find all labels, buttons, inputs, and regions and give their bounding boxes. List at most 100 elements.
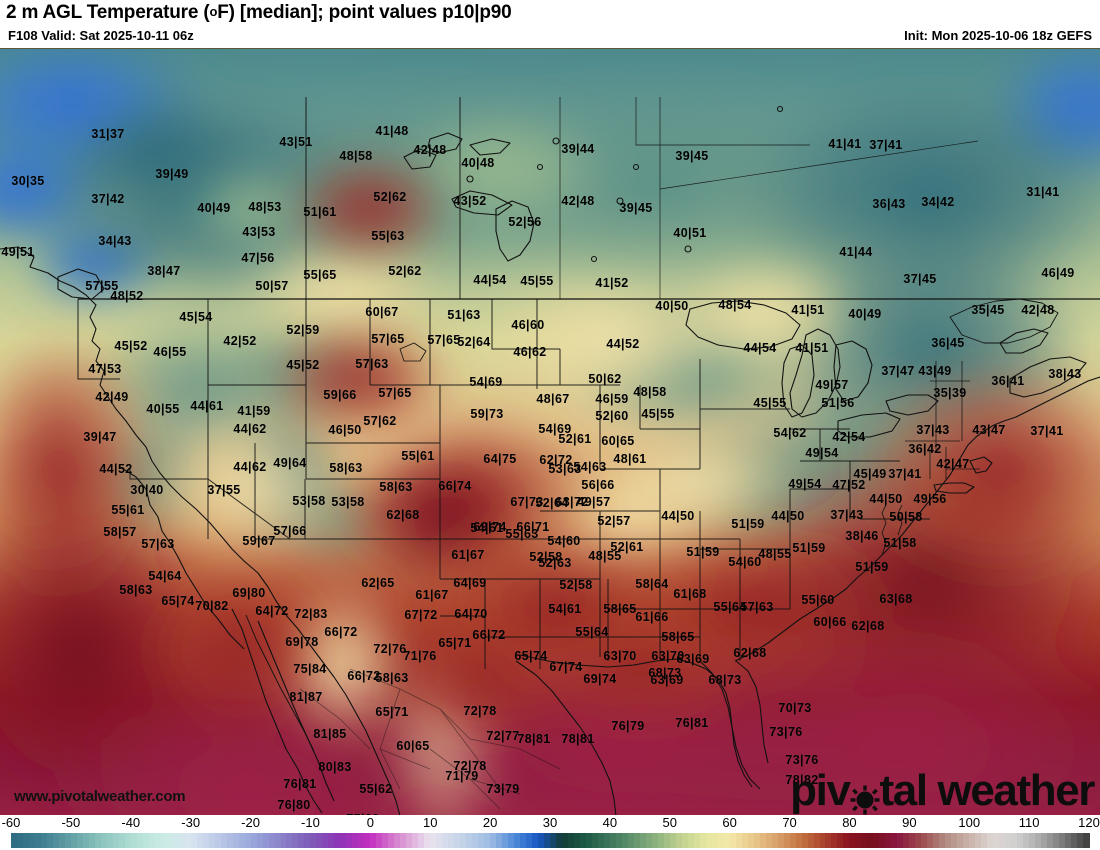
- title-main-text: 2 m AGL Temperature (: [6, 2, 210, 23]
- colorbar-cell: [214, 833, 222, 848]
- pivotal-weather-logo: piv tal weather: [790, 766, 1096, 815]
- colorbar-cell: [1053, 833, 1060, 848]
- colorbar-cell: [729, 833, 737, 848]
- colorbar-cell: [28, 833, 36, 848]
- colorbar-tick: 10: [422, 815, 438, 830]
- colorbar-tick: -30: [181, 815, 201, 830]
- colorbar-cell: [699, 833, 707, 848]
- sun-gear-icon: [850, 779, 880, 815]
- colorbar-cell: [352, 833, 359, 848]
- colorbar-cell: [358, 833, 365, 848]
- colorbar-cell: [771, 833, 779, 848]
- colorbar-cell: [328, 833, 335, 848]
- colorbar-cell: [406, 833, 413, 848]
- colorbar-cell: [262, 833, 270, 848]
- colorbar-cell: [855, 833, 862, 848]
- colorbar-cell: [663, 833, 671, 848]
- colorbar-cell: [957, 833, 964, 848]
- colorbar-cell: [555, 833, 563, 848]
- colorbar-cell: [585, 833, 593, 848]
- colorbar-cell: [909, 833, 916, 848]
- colorbar-cell: [400, 833, 407, 848]
- colorbar-cell: [376, 833, 383, 848]
- colorbar-cell: [669, 833, 677, 848]
- colorbar-cell: [807, 833, 815, 848]
- colorbar-cell: [825, 833, 833, 848]
- colorbar-cell: [831, 833, 839, 848]
- colorbar-cell: [118, 833, 126, 848]
- colorbar-cell: [100, 833, 108, 848]
- colorbar-tick: -20: [241, 815, 260, 830]
- header-bar: 2 m AGL Temperature (oF) [median]; point…: [0, 0, 1100, 48]
- colorbar-cell: [927, 833, 934, 848]
- colorbar[interactable]: -60 -50 -40 -30 -20 -10 0 10 20 30 40 50 60 70 80 90 100…: [0, 815, 1100, 850]
- colorbar-tick: -40: [121, 815, 141, 830]
- logo-text-post: tal weather: [879, 766, 1096, 815]
- colorbar-cell: [388, 833, 395, 848]
- colorbar-cell: [172, 833, 180, 848]
- colorbar-cell: [567, 833, 575, 848]
- colorbar-cell: [76, 833, 84, 848]
- colorbar-cell: [723, 833, 731, 848]
- colorbar-cell: [561, 833, 569, 848]
- colorbar-cell: [933, 833, 940, 848]
- colorbar-cell: [951, 833, 958, 848]
- colorbar-cell: [412, 833, 419, 848]
- colorbar-cell: [202, 833, 210, 848]
- colorbar-cell: [58, 833, 66, 848]
- colorbar-cell: [334, 833, 341, 848]
- colorbar-cell: [286, 833, 294, 848]
- colorbar-cell: [849, 833, 857, 848]
- colorbar-cell: [88, 833, 96, 848]
- colorbar-cell: [1077, 833, 1084, 848]
- colorbar-cell: [879, 833, 886, 848]
- colorbar-cell: [346, 833, 353, 848]
- colorbar-cell: [939, 833, 946, 848]
- colorbar-tick: 70: [782, 815, 797, 830]
- colorbar-cell: [292, 833, 300, 848]
- colorbar-cell: [1035, 833, 1042, 848]
- colorbar-cell: [142, 833, 150, 848]
- colorbar-cell: [987, 833, 994, 848]
- colorbar-cell: [436, 833, 443, 848]
- colorbar-cell: [789, 833, 797, 848]
- colorbar-cell: [591, 833, 599, 848]
- colorbar-cell: [579, 833, 587, 848]
- colorbar-cell: [1029, 833, 1036, 848]
- colorbar-cell: [454, 833, 461, 848]
- colorbar-cell: [657, 833, 665, 848]
- colorbar-cell: [999, 833, 1006, 848]
- colorbar-tick: 30: [542, 815, 558, 830]
- colorbar-cell: [969, 833, 976, 848]
- colorbar-cell: [496, 833, 503, 848]
- temperature-field-map: [0, 49, 1100, 815]
- colorbar-cell: [609, 833, 617, 848]
- colorbar-cell: [675, 833, 683, 848]
- colorbar-cell: [11, 833, 18, 848]
- colorbar-cell: [843, 833, 851, 848]
- colorbar-cell: [1011, 833, 1018, 848]
- colorbar-tick: 90: [902, 815, 917, 830]
- colorbar-cell: [651, 833, 659, 848]
- colorbar-cell: [448, 833, 455, 848]
- weather-map[interactable]: 31|37 30|35 37|42 39|49 34|43 49|51 38|47 40|49…: [0, 48, 1100, 815]
- colorbar-cell: [478, 833, 485, 848]
- colorbar-tick: 110: [1018, 815, 1040, 830]
- colorbar-cell: [711, 833, 719, 848]
- colorbar-cell: [136, 833, 144, 848]
- colorbar-tick: 100: [958, 815, 981, 830]
- colorbar-cell: [526, 833, 533, 848]
- colorbar-cell: [244, 833, 252, 848]
- colorbar-cell: [1047, 833, 1054, 848]
- colorbar-cell: [364, 833, 371, 848]
- colorbar-cell: [1059, 833, 1066, 848]
- colorbar-cell: [615, 833, 623, 848]
- colorbar-cell: [777, 833, 785, 848]
- colorbar-cell: [382, 833, 389, 848]
- colorbar-cell: [867, 833, 874, 848]
- colorbar-cell: [693, 833, 701, 848]
- colorbar-cell: [1071, 833, 1078, 848]
- colorbar-cell: [993, 833, 1000, 848]
- colorbar-cell: [1005, 833, 1012, 848]
- colorbar-gradient-strip[interactable]: [11, 833, 1090, 848]
